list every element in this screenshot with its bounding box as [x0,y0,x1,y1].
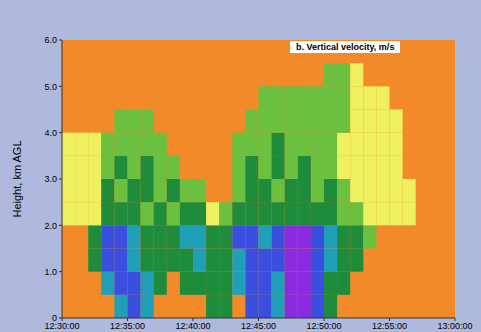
svg-text:13:00:00: 13:00:00 [437,321,472,331]
svg-text:6.0: 6.0 [44,35,57,45]
svg-text:12:35:00: 12:35:00 [110,321,145,331]
svg-text:2.0: 2.0 [44,221,57,231]
svg-text:12:40:00: 12:40:00 [175,321,210,331]
svg-text:12:45:00: 12:45:00 [241,321,276,331]
svg-text:4.0: 4.0 [44,128,57,138]
html-text:b. Vertical velocity, m/s: b. Vertical velocity, m/s [296,42,395,52]
svg-text:Height, km AGL: Height, km AGL [11,140,23,217]
svg-text:0: 0 [52,313,57,323]
svg-text:12:55:00: 12:55:00 [372,321,407,331]
svg-text:1.0: 1.0 [44,267,57,277]
svg-text:5.0: 5.0 [44,82,57,92]
svg-text:3.0: 3.0 [44,174,57,184]
svg-text:12:30:00: 12:30:00 [44,321,79,331]
svg-text:12:50:00: 12:50:00 [306,321,341,331]
